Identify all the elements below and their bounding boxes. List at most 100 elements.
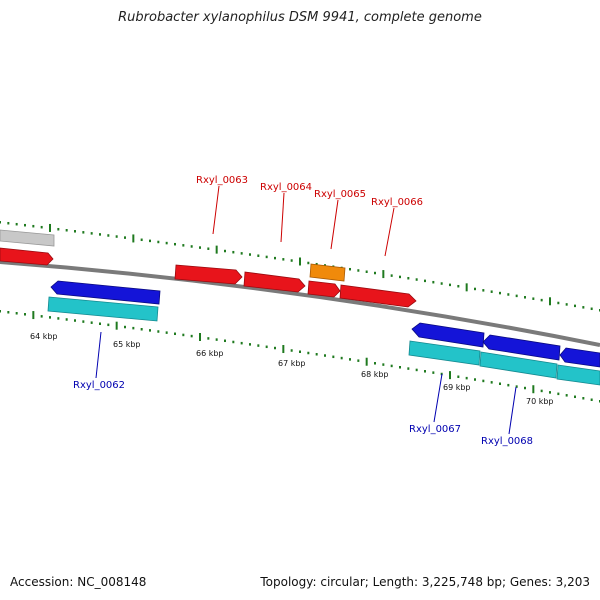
outer-track-minor-tick <box>590 307 593 311</box>
outer-track-minor-tick <box>440 282 443 285</box>
inner-track-minor-tick <box>0 310 1 313</box>
inner-track-minor-tick <box>415 368 418 372</box>
gene-label-rxyl-0064[interactable]: Rxyl_0064 <box>260 182 312 193</box>
outer-track-major-tick <box>465 283 468 292</box>
inner-track-minor-tick <box>432 371 435 374</box>
outer-track-minor-tick <box>82 231 85 234</box>
inner-track-minor-tick <box>565 394 568 397</box>
outer-track-major-tick <box>215 245 218 254</box>
gene-rxyl-0065b[interactable] <box>307 280 341 298</box>
accession-text: Accession: NC_008148 <box>10 575 147 589</box>
inner-track-minor-tick <box>99 322 101 325</box>
outer-track-minor-tick <box>249 253 251 256</box>
inner-track-minor-tick <box>407 367 410 370</box>
partial-gene-left[interactable] <box>0 229 55 247</box>
outer-track-minor-tick <box>274 256 276 260</box>
outer-track-minor-tick <box>407 276 410 280</box>
gene-rxyl-0068[interactable] <box>482 334 561 361</box>
outer-track-minor-tick <box>115 235 118 238</box>
inner-track-major-tick <box>32 311 35 320</box>
outer-tick-track <box>0 221 600 312</box>
outer-track-minor-tick <box>532 297 535 300</box>
outer-track-minor-tick <box>199 246 201 249</box>
inner-track-major-tick <box>199 333 201 341</box>
inner-track-minor-tick <box>290 349 293 352</box>
outer-track-minor-tick <box>99 233 101 236</box>
inner-track-minor-tick <box>465 376 468 380</box>
outer-track-minor-tick <box>107 234 110 237</box>
outer-track-minor-tick <box>482 289 485 292</box>
gene-rxyl-0065[interactable] <box>309 263 346 282</box>
gene-label-rxyl-0065[interactable]: Rxyl_0065 <box>314 189 366 200</box>
gene-partial-forward-left[interactable] <box>0 247 54 266</box>
tick-label-64kbp: 64 kbp <box>30 332 58 341</box>
inner-track-minor-tick <box>90 321 93 324</box>
outer-track-minor-tick <box>57 227 60 231</box>
leader-rxyl-0068 <box>508 386 517 435</box>
outer-track-minor-tick <box>515 294 518 298</box>
gene-rxyl-0062[interactable] <box>50 280 161 305</box>
inner-track-minor-tick <box>107 323 110 327</box>
outer-track-minor-tick <box>65 229 68 232</box>
outer-track-minor-tick <box>399 275 401 279</box>
inner-track-minor-tick <box>540 389 543 393</box>
inner-track-minor-tick <box>549 391 551 394</box>
inner-track-minor-tick <box>349 358 351 361</box>
gene-label-rxyl-0067[interactable]: Rxyl_0067 <box>409 424 461 435</box>
outer-track-minor-tick <box>490 290 493 293</box>
leader-rxyl-0067 <box>433 373 443 423</box>
gene-rxyl-0067[interactable] <box>411 322 485 348</box>
inner-track-minor-tick <box>482 379 485 383</box>
tick-label-69kbp: 69 kbp <box>443 383 471 392</box>
gene-rxyl-0063[interactable] <box>174 264 243 285</box>
outer-track-minor-tick <box>265 255 268 259</box>
outer-track-minor-tick <box>257 254 260 257</box>
leader-rxyl-0062 <box>95 331 102 379</box>
gene-label-rxyl-0066[interactable]: Rxyl_0066 <box>371 197 423 208</box>
inner-track-minor-tick <box>57 317 60 320</box>
inner-track-major-tick <box>282 345 285 354</box>
outer-track-minor-tick <box>290 259 293 262</box>
outer-track-minor-tick <box>182 244 185 247</box>
outer-track-minor-tick <box>74 230 76 233</box>
outer-track-minor-tick <box>0 221 1 224</box>
inner-track-minor-tick <box>24 313 26 316</box>
inner-track-minor-tick <box>499 382 501 385</box>
inner-track-major-tick <box>115 321 118 330</box>
outer-track-minor-tick <box>315 262 318 266</box>
outer-track-minor-tick <box>224 249 226 253</box>
inner-track-minor-tick <box>65 318 68 321</box>
inner-track-minor-tick <box>424 370 426 373</box>
gene-label-rxyl-0063[interactable]: Rxyl_0063 <box>196 175 248 186</box>
inner-track-minor-tick <box>74 319 76 322</box>
outer-track-minor-tick <box>540 298 543 302</box>
inner-track-minor-tick <box>382 363 385 366</box>
outer-track-minor-tick <box>432 280 435 284</box>
inner-track-minor-tick <box>582 397 585 400</box>
inner-track-minor-tick <box>215 338 218 341</box>
outer-track-minor-tick <box>474 287 476 291</box>
inner-track-minor-tick <box>40 315 43 318</box>
outer-track-major-tick <box>49 223 51 232</box>
inner-track-minor-tick <box>265 345 268 349</box>
inner-track-minor-tick <box>240 341 243 345</box>
gene-rxyl-0064[interactable] <box>243 271 306 293</box>
gene-label-rxyl-0068[interactable]: Rxyl_0068 <box>481 436 533 447</box>
gene-partial-reverse-right[interactable] <box>559 347 600 368</box>
outer-track-minor-tick <box>557 301 560 305</box>
outer-track-minor-tick <box>565 303 568 306</box>
gene-label-rxyl-0062[interactable]: Rxyl_0062 <box>73 380 125 391</box>
inner-track-minor-tick <box>507 383 510 387</box>
inner-track-minor-tick <box>274 346 276 350</box>
gene-rxyl-0066[interactable] <box>339 284 417 308</box>
outer-track-minor-tick <box>240 252 243 255</box>
inner-track-major-tick <box>365 357 368 366</box>
inner-track-minor-tick <box>232 340 235 344</box>
outer-track-minor-tick <box>232 250 235 254</box>
outer-track-minor-tick <box>374 271 376 275</box>
inner-track-minor-tick <box>490 381 493 384</box>
inner-track-minor-tick <box>190 334 193 338</box>
outer-track-minor-tick <box>149 239 151 243</box>
